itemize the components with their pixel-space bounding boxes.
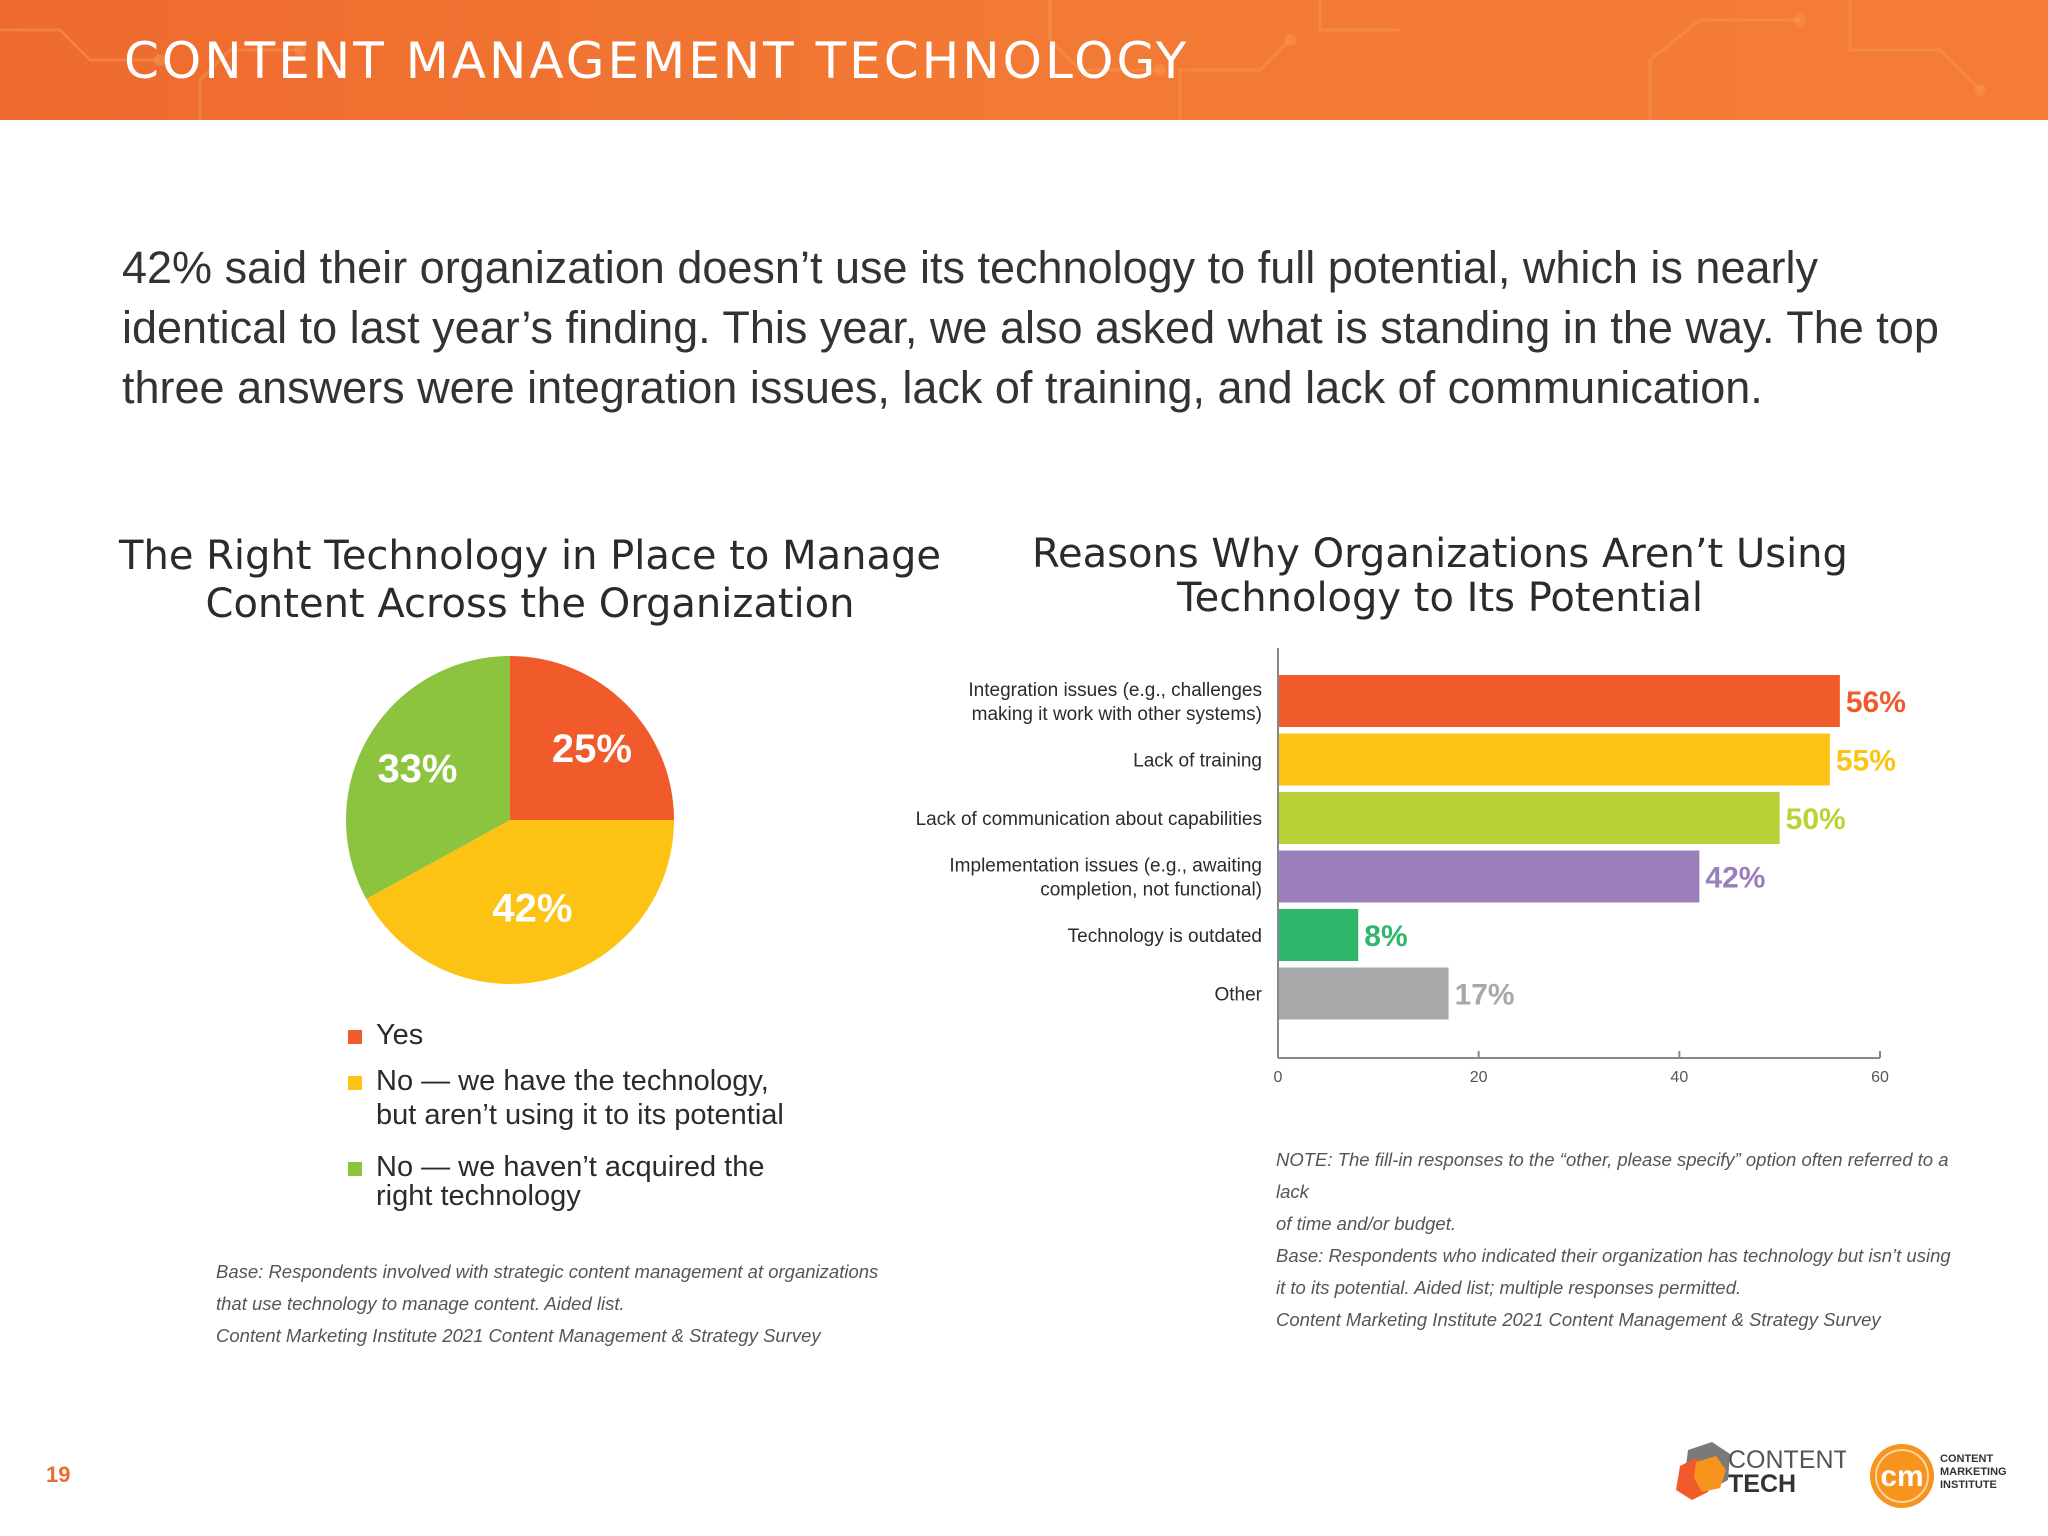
legend-item-no-not-using: No — we have the technology, but aren’t … [346, 1064, 866, 1132]
pie-slice-label: 25% [552, 727, 632, 771]
legend-label-line2: but aren’t using it to its potential [376, 1099, 784, 1131]
pie-legend: Yes No — we have the technology, but are… [346, 1018, 866, 1216]
bar-note: NOTE: The fill-in responses to the “othe… [1276, 1144, 1976, 1240]
pie-title-line1: The Right Technology in Place to Manage [119, 533, 941, 579]
legend-swatch-yes [348, 1030, 362, 1044]
pie-slice-label: 33% [377, 747, 457, 791]
bar-value-label: 55% [1836, 745, 1896, 778]
category-label: Technology is outdated [1068, 926, 1262, 947]
bar-chart: 0 20 40 60 56% Integration issues (e.g., chal… [916, 648, 1906, 1086]
pie-base-line: Base: Respondents involved with strategi… [216, 1261, 879, 1282]
pie-title-line2: Content Across the Organization [205, 581, 855, 627]
contenttech-logo-line1: CONTENT [1728, 1446, 1846, 1474]
cmi-logo-line1: CONTENT [1940, 1453, 1993, 1465]
legend-swatch-no-not-acquired [348, 1162, 362, 1176]
bar-title-line1: Reasons Why Organizations Aren’t Using [1032, 531, 1848, 577]
pie-slice-label: 42% [492, 886, 572, 930]
pie-slice [346, 656, 510, 900]
cmi-logo: cm CONTENT MARKETING INSTITUTE [1870, 1444, 2007, 1508]
category-label: Lack of communication about capabilities [916, 809, 1262, 830]
category-label: Other [1214, 985, 1262, 1006]
legend-label: No — we have the technology, [376, 1065, 769, 1097]
legend-swatch-no-not-using [348, 1076, 362, 1090]
legend-label-line2: right technology [376, 1180, 581, 1212]
intro-paragraph: 42% said their organization doesn’t use … [122, 242, 1939, 413]
cmi-logo-line3: INSTITUTE [1940, 1479, 1997, 1491]
bar [1279, 850, 1700, 903]
bar-value-label: 8% [1364, 920, 1407, 953]
pie-slice [510, 656, 674, 820]
bar [1279, 733, 1830, 786]
pie-chart: 25% 42% 33% [346, 656, 674, 984]
contenttech-logo-line2: TECH [1728, 1470, 1796, 1498]
page-title: CONTENT MANAGEMENT TECHNOLOGY [124, 32, 1190, 90]
pie-base-line: that use technology to manage content. A… [216, 1293, 625, 1314]
category-label: making it work with other systems) [972, 704, 1262, 725]
pie-chart-title: The Right Technology in Place to Manage … [110, 532, 950, 628]
legend-label: No — we haven’t acquired the [376, 1151, 765, 1183]
page-number: 19 [46, 1462, 71, 1487]
x-tick-label: 60 [1871, 1069, 1889, 1086]
bar-value-label: 42% [1705, 862, 1765, 895]
bar-chart-title: Reasons Why Organizations Aren’t Using T… [1010, 532, 1870, 620]
bar-base-line: it to its potential. Aided list; multipl… [1276, 1277, 1742, 1298]
bar-value-label: 17% [1455, 979, 1515, 1012]
x-tick-label: 0 [1274, 1069, 1283, 1086]
bar-base-note: Base: Respondents who indicated their or… [1276, 1240, 1976, 1336]
bar-base-line: Base: Respondents who indicated their or… [1276, 1245, 1951, 1266]
pie-base-note: Base: Respondents involved with strategi… [216, 1256, 916, 1352]
x-tick-label: 20 [1470, 1069, 1488, 1086]
bar [1279, 967, 1449, 1020]
pie-base-line: Content Marketing Institute 2021 Content… [216, 1325, 821, 1346]
bar-note-line: of time and/or budget. [1276, 1213, 1456, 1234]
category-label: completion, not functional) [1040, 880, 1262, 901]
header-banner: CONTENT MANAGEMENT TECHNOLOGY [0, 0, 2048, 120]
contenttech-logo: CONTENT TECH [1676, 1442, 1846, 1500]
category-label: Implementation issues (e.g., awaiting [949, 856, 1262, 877]
bar-value-label: 50% [1786, 803, 1846, 836]
legend-item-no-not-acquired: No — we haven’t acquired the right techn… [346, 1150, 866, 1212]
bar-title-line2: Technology to Its Potential [1177, 575, 1703, 621]
circuit-pattern [0, 0, 1986, 120]
cmi-logo-mark: cm [1880, 1460, 1923, 1493]
legend-label: Yes [376, 1019, 424, 1051]
bar [1279, 675, 1840, 727]
pie-slice [366, 820, 674, 984]
bar-base-line: Content Marketing Institute 2021 Content… [1276, 1309, 1881, 1330]
cmi-logo-line2: MARKETING [1940, 1466, 2007, 1478]
bar [1279, 792, 1780, 844]
bar [1279, 909, 1359, 961]
category-label: Lack of training [1133, 751, 1262, 772]
category-label: Integration issues (e.g., challenges [968, 680, 1262, 701]
x-tick-label: 40 [1670, 1069, 1688, 1086]
bar-note-line: NOTE: The fill-in responses to the “othe… [1276, 1149, 1949, 1202]
bar-value-label: 56% [1846, 686, 1906, 719]
legend-item-yes: Yes [346, 1018, 866, 1052]
